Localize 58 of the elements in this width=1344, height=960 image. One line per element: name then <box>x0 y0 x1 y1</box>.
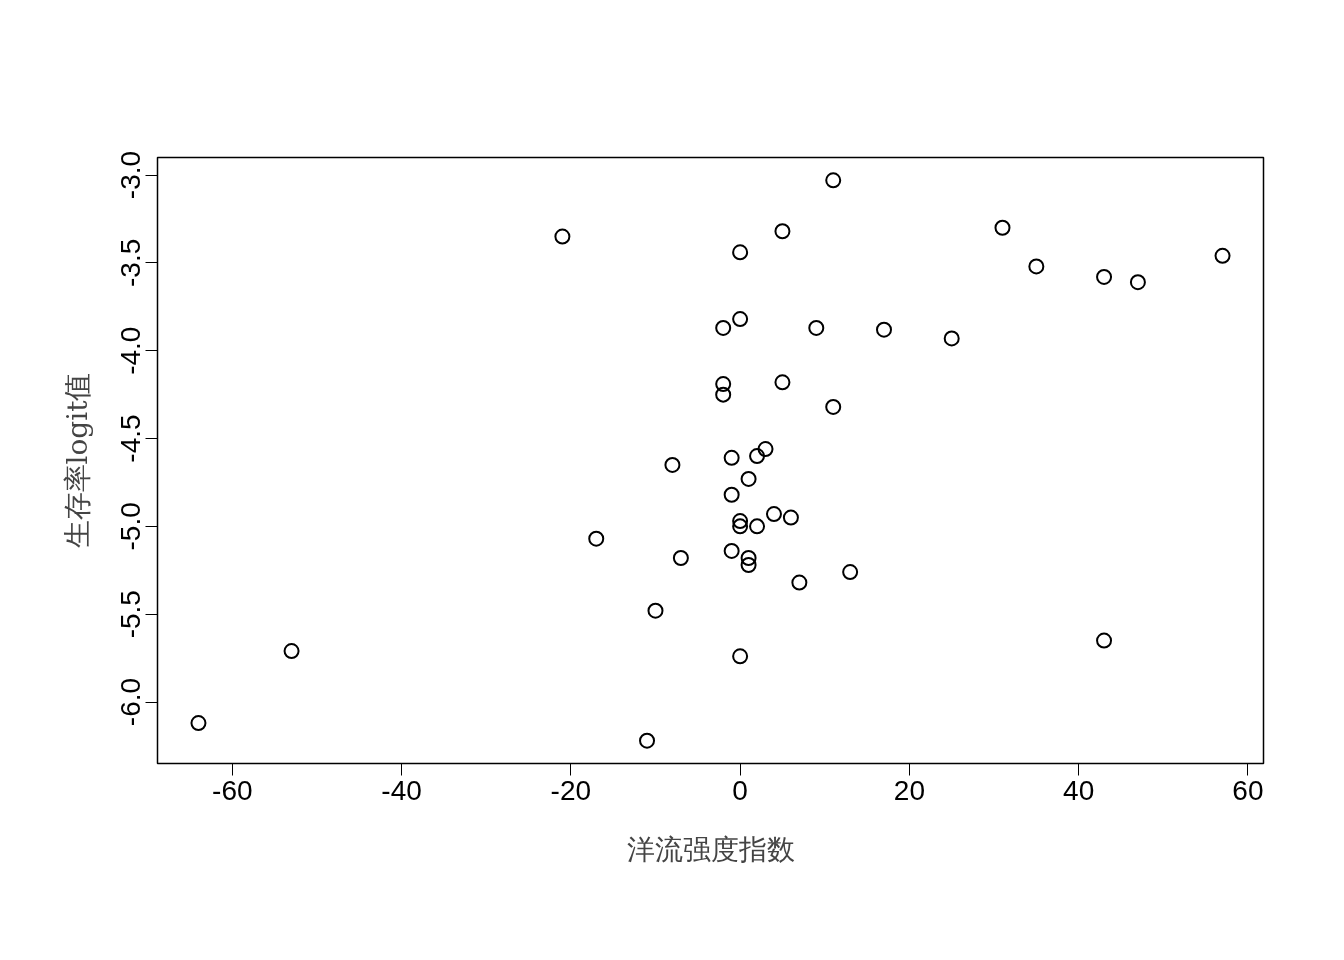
point <box>757 441 774 458</box>
point <box>715 386 732 403</box>
x-tick-label: -60 <box>212 774 253 806</box>
x-tick-label: 60 <box>1232 774 1264 806</box>
point <box>825 398 842 415</box>
point <box>732 518 749 535</box>
point <box>943 330 960 347</box>
point <box>740 470 757 487</box>
point <box>842 564 859 581</box>
y-tick-label: -4.5 <box>115 414 147 463</box>
point <box>740 557 757 573</box>
point <box>749 448 766 465</box>
point <box>1129 274 1146 291</box>
x-tick-label: -20 <box>550 774 592 806</box>
point <box>808 319 825 336</box>
point <box>1096 632 1113 649</box>
point <box>732 311 749 328</box>
point <box>732 244 749 261</box>
x-tick-label: 20 <box>893 774 925 806</box>
point <box>1096 268 1113 285</box>
y-tick-label: -5.0 <box>115 502 147 551</box>
point <box>723 449 740 466</box>
point <box>664 456 681 473</box>
point <box>774 374 791 391</box>
point <box>723 542 740 559</box>
point <box>774 223 791 240</box>
point <box>190 715 207 732</box>
point <box>825 172 842 189</box>
point <box>876 321 892 338</box>
y-tick-label: -4.0 <box>115 326 147 375</box>
point <box>791 574 808 591</box>
point <box>554 228 571 245</box>
point <box>588 530 605 547</box>
y-tick-label: -3.0 <box>115 150 147 200</box>
y-tick-label: -5.5 <box>115 590 147 639</box>
x-tick-label: 0 <box>732 774 748 806</box>
point <box>723 486 740 503</box>
point <box>749 518 766 535</box>
point <box>732 513 749 530</box>
y-tick-label: -3.5 <box>115 238 147 288</box>
point <box>283 643 300 660</box>
point <box>740 550 757 566</box>
point <box>732 648 749 665</box>
point <box>1028 258 1045 275</box>
y-tick-label: -6.0 <box>115 677 147 727</box>
x-tick-label: 40 <box>1063 774 1095 806</box>
point <box>765 506 782 523</box>
point <box>672 550 689 566</box>
x-axis-title: 洋流强度指数 <box>626 832 795 866</box>
point <box>1214 247 1231 264</box>
point <box>647 602 664 619</box>
point <box>639 732 656 749</box>
point <box>715 319 732 336</box>
point <box>782 509 799 526</box>
y-axis-title: 生存率logit值 <box>60 372 94 549</box>
x-tick-label: -40 <box>381 774 422 806</box>
point <box>994 219 1011 236</box>
point <box>715 376 732 393</box>
